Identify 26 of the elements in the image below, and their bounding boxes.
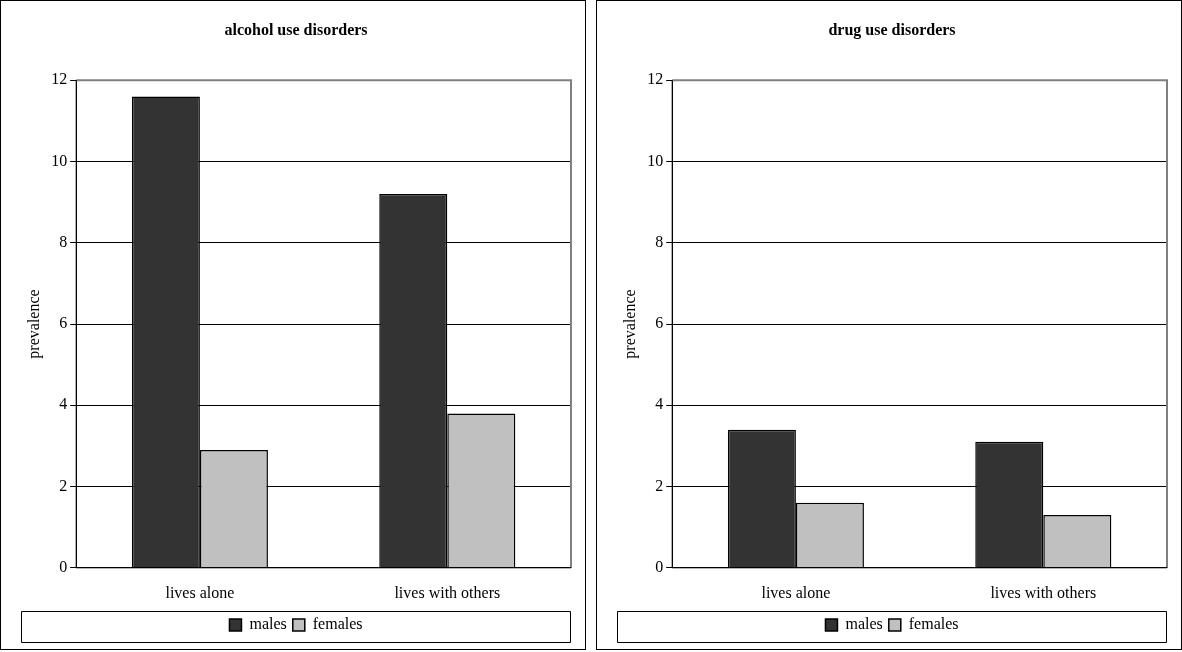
x-tick-label: lives alone [761,583,831,601]
y-axis-title: prevalence [620,289,639,359]
x-tick-label: lives alone [165,583,235,601]
chart-title: drug use disorders [828,20,956,39]
y-tick-label: 8 [59,232,68,250]
y-tick-label: 2 [655,476,664,494]
y-axis-title: prevalence [24,289,43,359]
y-tick-label: 12 [51,70,68,88]
y-tick-label: 10 [51,151,68,169]
y-tick-label: 12 [647,70,664,88]
legend-label: females [908,615,959,633]
legend-label: males [249,615,287,633]
y-tick-label: 4 [655,395,664,413]
y-tick-label: 0 [655,558,664,575]
x-tick-label: lives with others [990,583,1097,601]
y-tick-label: 6 [59,314,68,332]
y-tick-label: 4 [59,395,68,413]
legend-label: females [312,615,363,633]
y-tick-label: 6 [655,314,664,332]
y-tick-label: 0 [59,558,68,575]
y-tick-label: 2 [59,476,68,494]
y-tick-label: 8 [655,232,664,250]
legend-label: males [845,615,883,633]
chart-title: alcohol use disorders [224,20,368,38]
y-tick-label: 10 [647,151,664,169]
x-tick-label: lives with others [394,583,501,601]
